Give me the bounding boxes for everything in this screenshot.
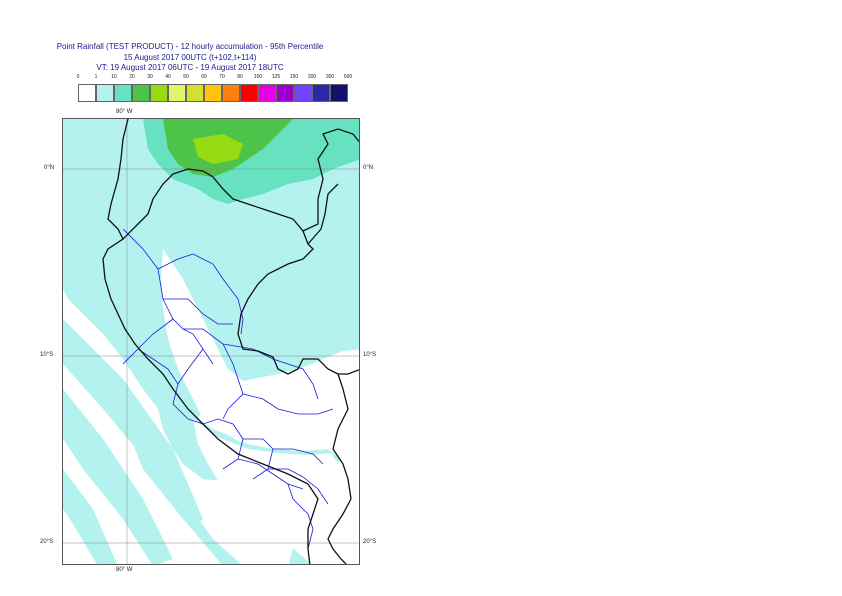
legend-tick-label: 80 [237,74,243,80]
legend-swatch [312,84,330,102]
legend-tick-label: 100 [253,74,263,80]
legend-swatch [330,84,348,102]
title-line-2: 15 August 2017 00UTC (t+102,t+114) [123,52,257,62]
graticule [63,119,359,564]
legend-tick-label: 500 [343,74,353,80]
lat-label-10-right: 10°S [363,352,377,358]
legend-swatch [276,84,294,102]
legend-tick-label: 125 [271,74,281,80]
country-borders [102,119,359,564]
lon-label-bottom: 80° W [116,567,133,573]
legend-swatch [294,84,312,102]
lon-label-top: 80° W [116,109,133,115]
legend-tick-label: 0 [76,74,80,80]
rainfall-map [63,119,359,564]
legend-swatch [258,84,276,102]
lat-label-0-left: 0°N [44,165,55,171]
map-title: Point Rainfall (TEST PRODUCT) - 12 hourl… [40,42,340,74]
lat-label-10-left: 10°S [40,352,54,358]
legend-tick-label: 30 [147,74,153,80]
map-panel: 80° W [62,118,360,565]
lat-label-0-right: 0°N [363,165,374,171]
dry-region [161,249,348,447]
coastal-dry-region [193,419,338,564]
rain-region-light [63,119,359,481]
title-line-3: VT: 19 August 2017 06UTC - 19 August 201… [96,63,284,72]
legend-tick-label: 1 [94,74,98,80]
legend-tick-label: 60 [201,74,207,80]
rain-region-lime [193,134,243,164]
legend-swatch [132,84,150,102]
legend-tick-label: 10 [111,74,117,80]
legend-swatch [96,84,114,102]
legend-swatch [222,84,240,102]
lat-label-20-left: 20°S [40,539,54,545]
color-legend: 0 1 10 20 30 40 50 60 70 80 100 125 150 200 300 500 [76,74,352,104]
legend-swatch [168,84,186,102]
legend-swatch [150,84,168,102]
legend-swatch [114,84,132,102]
legend-tick-label: 20 [129,74,135,80]
lat-label-20-right: 20°S [363,539,377,545]
title-line-1: Point Rainfall (TEST PRODUCT) - 12 hourl… [56,42,324,51]
legend-tick-label: 40 [165,74,171,80]
legend-swatch [78,84,96,102]
legend-tick-label: 300 [325,74,335,80]
legend-tick-label: 70 [219,74,225,80]
legend-swatch [240,84,258,102]
ocean-streaks [63,319,311,564]
legend-tick-label: 200 [307,74,317,80]
legend-swatch [186,84,204,102]
legend-swatch [204,84,222,102]
legend-tick-label: 150 [289,74,299,80]
legend-tick-label: 50 [183,74,189,80]
